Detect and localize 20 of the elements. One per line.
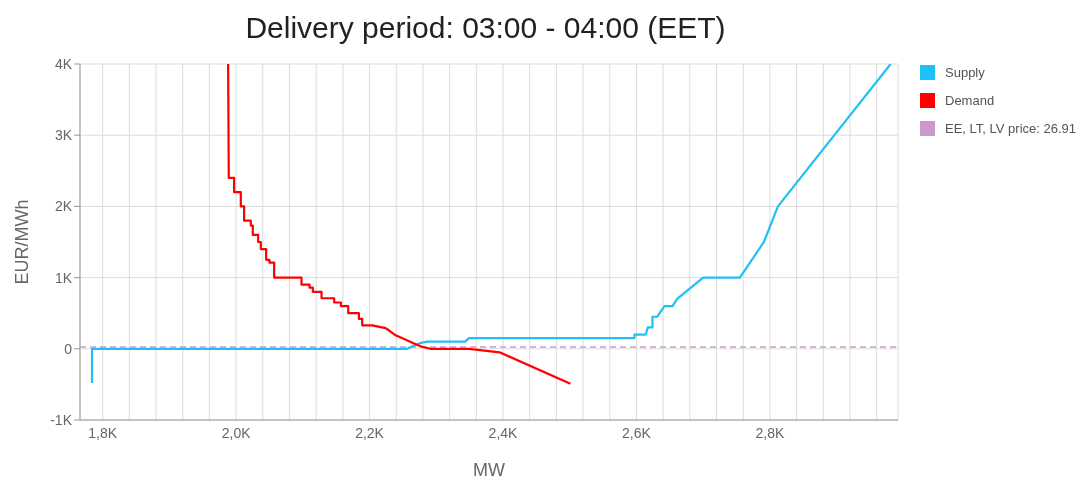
y-tick-label: 2K	[54, 198, 73, 215]
legend-label: Demand	[945, 92, 995, 108]
x-tick-label: 2,0K	[221, 424, 252, 441]
y-tick-label: -1K	[50, 411, 73, 428]
x-axis-title: MW	[473, 460, 505, 480]
y-tick-label: 4K	[54, 55, 73, 72]
x-tick-label: 2,4K	[488, 424, 519, 441]
x-tick-label: 1,8K	[88, 424, 118, 441]
line-series	[90, 64, 892, 385]
y-axis-title: EUR/MWh	[12, 199, 33, 285]
y-tick-label: 1K	[54, 269, 73, 286]
chart-title: Delivery period: 03:00 - 04:00 (EET)	[244, 10, 727, 46]
legend-label: EE, LT, LV price: 26.91	[945, 120, 1077, 136]
y-tick-label: 0	[64, 340, 73, 357]
legend-label: Supply	[945, 64, 985, 80]
line-series	[227, 64, 572, 385]
x-tick-label: 2,2K	[355, 424, 385, 441]
y-tick-label: 3K	[54, 127, 73, 144]
x-tick-label: 2,8K	[755, 424, 785, 441]
x-tick-label: 2,6K	[622, 424, 652, 441]
